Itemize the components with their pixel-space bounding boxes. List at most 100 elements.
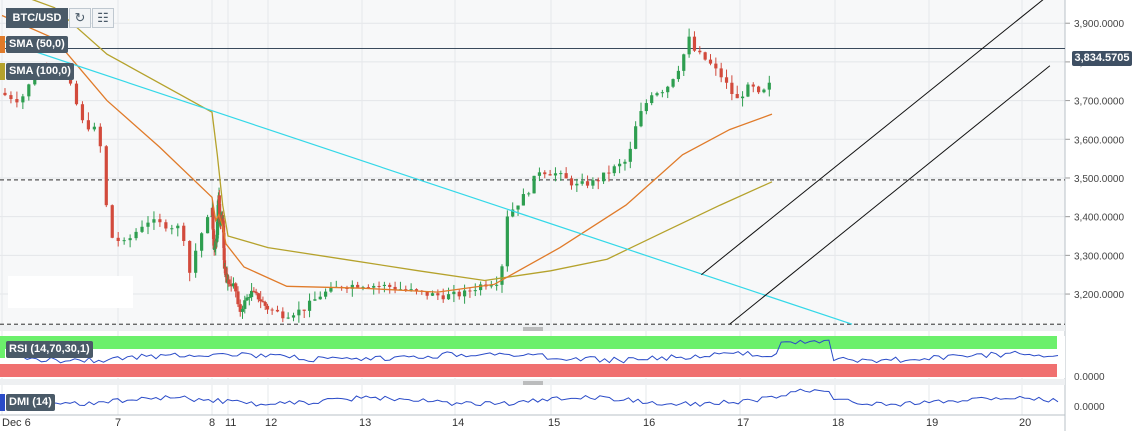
candle-down (217, 195, 221, 204)
candle-up (767, 82, 771, 90)
candle-up (553, 173, 558, 176)
candle-up (479, 284, 483, 291)
candle-down (366, 287, 370, 289)
candle-up (527, 193, 531, 195)
candle-down (345, 287, 349, 289)
axis-bg (1065, 0, 1144, 431)
candle-down (714, 63, 718, 69)
candle-down (212, 239, 216, 246)
candle-down (468, 290, 472, 292)
candle-down (692, 36, 697, 51)
candle-down (265, 305, 270, 310)
candle-up (240, 308, 245, 312)
candle-up (671, 79, 675, 87)
candle-down (182, 225, 186, 242)
candle-down (757, 86, 761, 93)
candle-down (719, 68, 723, 78)
candle-up (245, 297, 249, 301)
calendar-grid-icon[interactable]: ☷ (92, 8, 114, 28)
candle-up (521, 194, 525, 206)
candle-up (323, 291, 328, 297)
candle-down (356, 284, 360, 288)
candle-up (128, 238, 132, 241)
x-tick-label: 12 (265, 417, 277, 429)
sma50-swatch (0, 36, 5, 53)
candle-up (537, 172, 542, 176)
candle-down (158, 219, 162, 223)
candle-up (27, 84, 31, 97)
candle-up (489, 285, 493, 287)
candle-down (259, 299, 263, 302)
x-tick-label: 16 (643, 417, 655, 429)
candle-up (307, 300, 312, 311)
candle-down (724, 77, 729, 83)
x-tick-label: 11 (225, 417, 236, 429)
candle-down (275, 309, 280, 312)
dmi-line (7, 388, 1059, 407)
candle-down (436, 293, 440, 296)
x-tick-label: 14 (452, 417, 464, 429)
y-tick-label: 3,400.0000 (1074, 213, 1124, 224)
rsi-legend[interactable]: RSI (14,70,30,1) (6, 341, 93, 358)
candle-down (425, 291, 429, 296)
candle-down (211, 230, 216, 240)
candle-up (740, 96, 745, 99)
candle-up (215, 221, 220, 236)
candle-up (462, 290, 467, 297)
candle-down (256, 293, 261, 300)
candle-up (644, 103, 648, 112)
candle-up (372, 285, 376, 288)
dmi-legend[interactable]: DMI (14) (6, 394, 55, 411)
blank-overlay (8, 276, 133, 308)
y-tick-label: 3,300.0000 (1074, 251, 1124, 262)
candle-down (585, 181, 590, 186)
channel-upper-line (701, 0, 1044, 276)
candle-up (505, 216, 509, 267)
candle-up (628, 148, 632, 162)
candle-down (218, 203, 222, 218)
candle-up (194, 250, 198, 273)
candle-up (495, 284, 499, 286)
candle-down (730, 82, 734, 95)
candle-down (751, 84, 755, 87)
candle-down (393, 286, 397, 290)
y-tick-label: 3,200.0000 (1074, 290, 1124, 301)
candle-down (564, 173, 568, 179)
sma100-legend[interactable]: SMA (100,0) (6, 63, 74, 80)
candle-down (457, 291, 461, 297)
candle-up (655, 93, 659, 96)
y-tick-label: 3,500.0000 (1074, 174, 1124, 185)
candle-up (146, 222, 150, 227)
candle-down (377, 285, 381, 287)
candle-down (229, 284, 233, 287)
refresh-icon[interactable]: ↻ (69, 8, 91, 28)
rsi-tick-label: 0.0000 (1074, 372, 1105, 383)
candle-down (86, 120, 91, 130)
candle-up (409, 289, 413, 291)
candle-down (211, 207, 215, 216)
candle-down (569, 178, 574, 186)
symbol-selector[interactable]: BTC/USD (6, 8, 68, 28)
candle-down (74, 83, 79, 105)
sma50-legend[interactable]: SMA (50,0) (6, 36, 68, 53)
candle-up (291, 315, 296, 318)
candle-down (188, 241, 192, 273)
rsi-oversold-zone (0, 364, 1057, 377)
candle-up (350, 284, 354, 289)
candle-up (21, 96, 25, 103)
candle-down (80, 104, 85, 121)
candle-down (607, 172, 611, 174)
dmi-swatch (0, 394, 5, 411)
rsi-swatch (0, 341, 5, 358)
candle-down (281, 311, 285, 319)
candle-up (591, 180, 595, 186)
candle-down (261, 301, 265, 303)
channel-lower-line (729, 65, 1051, 325)
x-tick-label: 17 (737, 417, 749, 429)
candle-down (164, 222, 168, 229)
candle-up (601, 172, 606, 182)
candle-up (682, 54, 686, 71)
x-tick-label: 7 (115, 417, 121, 429)
candle-down (441, 295, 445, 300)
